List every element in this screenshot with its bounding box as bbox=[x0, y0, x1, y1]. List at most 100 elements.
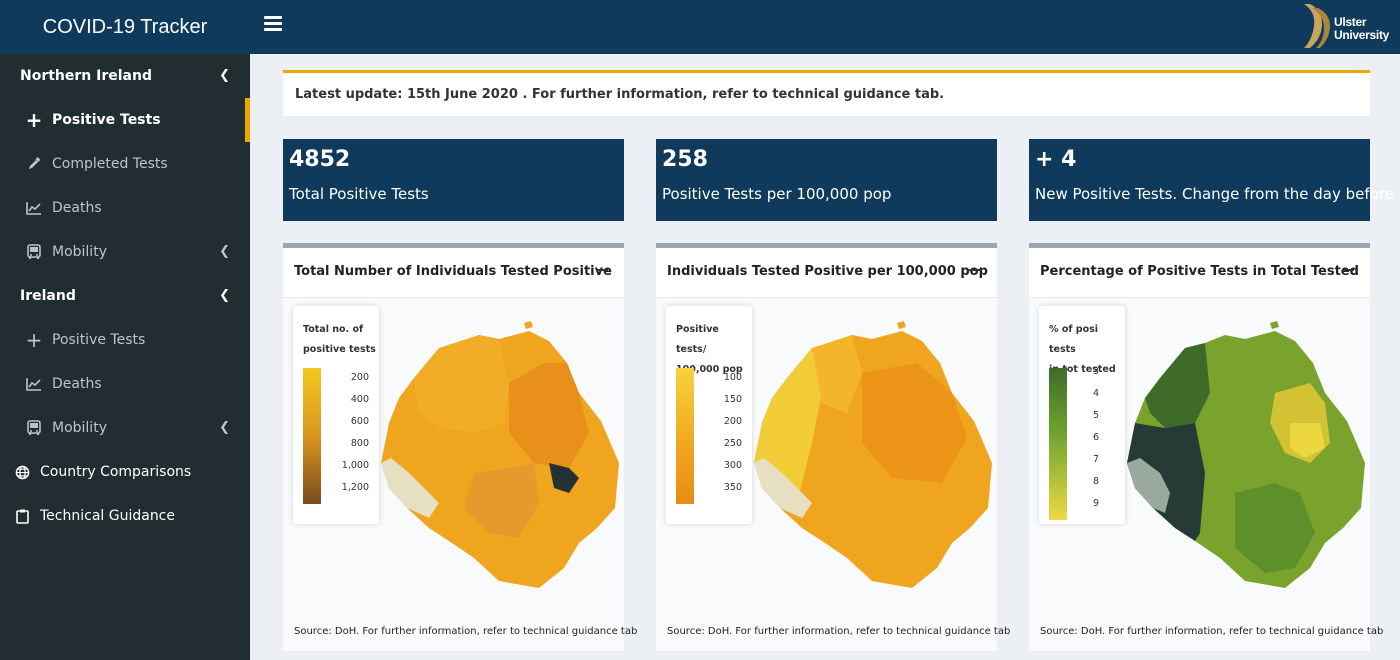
sidebar-item-ie-mobility[interactable]: Mobility ❮ bbox=[0, 406, 250, 450]
ulster-university-logo: Ulster University bbox=[1300, 2, 1390, 50]
legend-tick: 100 bbox=[723, 372, 742, 383]
source-note: Source: DoH. For further information, re… bbox=[1040, 626, 1384, 637]
chevron-left-icon: ❮ bbox=[219, 420, 230, 435]
legend-tick: 300 bbox=[723, 460, 742, 471]
university-emblem-icon bbox=[1304, 4, 1330, 48]
sidebar-group-northern-ireland[interactable]: Northern Ireland ❮ bbox=[0, 54, 250, 98]
hamburger-menu-icon[interactable] bbox=[264, 16, 282, 36]
line-chart-icon bbox=[24, 376, 44, 392]
northern-ireland-choropleth-map bbox=[754, 321, 992, 588]
legend-tick: 200 bbox=[723, 416, 742, 427]
legend-tick: 7 bbox=[1092, 454, 1099, 465]
stat-box-per-100k: 258 Positive Tests per 100,000 pop bbox=[656, 139, 997, 221]
map-legend: Positive tests/ 100,000 pop 100 150 200 … bbox=[666, 306, 752, 524]
chevron-left-icon: ❮ bbox=[219, 244, 230, 259]
legend-title-line1: Total no. of bbox=[303, 324, 364, 335]
sidebar-item-label: Completed Tests bbox=[52, 156, 168, 172]
stat-box-total-positive: 4852 Total Positive Tests bbox=[283, 139, 624, 221]
sidebar-item-ie-deaths[interactable]: Deaths bbox=[0, 362, 250, 406]
sidebar-item-label: Deaths bbox=[52, 376, 102, 392]
legend-tick: 150 bbox=[723, 394, 742, 405]
map-panel-per-100k: Individuals Tested Positive per 100,000 … bbox=[656, 243, 1010, 651]
legend-title-line1: Positive tests/ bbox=[676, 324, 719, 355]
sidebar-item-ni-deaths[interactable]: Deaths bbox=[0, 186, 250, 230]
update-banner: Latest update: 15th June 2020 . For furt… bbox=[283, 70, 1370, 116]
legend-tick: 5 bbox=[1092, 410, 1099, 421]
chevron-left-icon: ❮ bbox=[219, 288, 230, 303]
legend-tick: 1,200 bbox=[341, 482, 369, 493]
panel-title: Total Number of Individuals Tested Posit… bbox=[294, 264, 612, 279]
stat-value: 258 bbox=[662, 147, 708, 172]
sidebar-item-technical-guidance[interactable]: Technical Guidance bbox=[0, 494, 250, 538]
stat-label: Positive Tests per 100,000 pop bbox=[662, 185, 892, 203]
legend-tick: 600 bbox=[350, 416, 369, 427]
chevron-left-icon: ❮ bbox=[219, 68, 230, 83]
legend-tick: 8 bbox=[1092, 476, 1099, 487]
legend-tick: 350 bbox=[723, 482, 742, 493]
sidebar-item-label: Mobility bbox=[52, 244, 107, 260]
legend-tick: 400 bbox=[350, 394, 369, 405]
sidebar-group-ireland[interactable]: Ireland ❮ bbox=[0, 274, 250, 318]
sidebar-item-ni-positive-tests[interactable]: + Positive Tests bbox=[0, 98, 250, 142]
legend-tick: 800 bbox=[350, 438, 369, 449]
map-panel-total-positive: Total Number of Individuals Tested Posit… bbox=[283, 243, 637, 651]
legend-title: % of posi tests in tot tested bbox=[1049, 320, 1125, 380]
collapse-minus-icon[interactable] bbox=[1342, 261, 1354, 277]
stat-box-new-positive: + 4 New Positive Tests. Change from the … bbox=[1029, 139, 1394, 221]
bus-icon bbox=[24, 420, 44, 436]
sidebar-item-label: Country Comparisons bbox=[40, 464, 192, 480]
legend-color-bar bbox=[676, 368, 694, 504]
legend-title-line2: 100,000 pop bbox=[676, 364, 743, 375]
logo-text-line2: University bbox=[1334, 28, 1390, 42]
top-navbar: Ulster University bbox=[250, 0, 1400, 54]
legend-title-line2: positive tests bbox=[303, 344, 376, 355]
line-chart-icon bbox=[24, 200, 44, 216]
legend-tick: 250 bbox=[723, 438, 742, 449]
northern-ireland-choropleth-map bbox=[1127, 321, 1365, 588]
panel-title: Percentage of Positive Tests in Total Te… bbox=[1040, 264, 1359, 279]
legend-tick: 6 bbox=[1092, 432, 1099, 443]
plus-icon: + bbox=[25, 328, 43, 352]
sidebar-item-ni-mobility[interactable]: Mobility ❮ bbox=[0, 230, 250, 274]
clipboard-icon bbox=[12, 508, 32, 524]
plus-icon: + bbox=[25, 108, 43, 132]
collapse-minus-icon[interactable] bbox=[596, 261, 608, 277]
sidebar: Northern Ireland ❮ + Positive Tests Comp… bbox=[0, 54, 250, 660]
active-indicator bbox=[245, 98, 250, 142]
legend-title: Total no. of positive tests bbox=[303, 320, 379, 360]
map-legend: Total no. of positive tests 200 400 600 … bbox=[293, 306, 379, 524]
globe-icon bbox=[12, 464, 32, 480]
logo-text-line1: Ulster bbox=[1334, 15, 1367, 29]
sidebar-item-label: Positive Tests bbox=[52, 112, 161, 128]
sidebar-item-label: Ireland bbox=[20, 288, 76, 304]
sidebar-item-country-comparisons[interactable]: Country Comparisons bbox=[0, 450, 250, 494]
sidebar-item-ni-completed-tests[interactable]: Completed Tests bbox=[0, 142, 250, 186]
stat-value: + 4 bbox=[1035, 147, 1077, 172]
source-note: Source: DoH. For further information, re… bbox=[667, 626, 1011, 637]
collapse-minus-icon[interactable] bbox=[969, 261, 981, 277]
sidebar-item-label: Technical Guidance bbox=[40, 508, 175, 524]
legend-color-bar bbox=[1049, 368, 1067, 520]
northern-ireland-choropleth-map bbox=[381, 321, 619, 588]
legend-tick: 1,000 bbox=[341, 460, 369, 471]
legend-title-line1: % of posi tests bbox=[1049, 324, 1099, 355]
legend-title-line2: in tot tested bbox=[1049, 364, 1116, 375]
sidebar-item-label: Positive Tests bbox=[52, 332, 146, 348]
panel-header: Individuals Tested Positive per 100,000 … bbox=[656, 248, 997, 298]
sidebar-item-label: Northern Ireland bbox=[20, 68, 152, 84]
legend-tick: 9 bbox=[1092, 498, 1099, 509]
sidebar-item-ie-positive-tests[interactable]: + Positive Tests bbox=[0, 318, 250, 362]
app-title[interactable]: COVID-19 Tracker bbox=[0, 0, 250, 54]
map-panel-percentage-positive: Percentage of Positive Tests in Total Te… bbox=[1029, 243, 1383, 651]
stat-value: 4852 bbox=[289, 147, 351, 172]
legend-tick: 200 bbox=[350, 372, 369, 383]
bus-icon bbox=[24, 244, 44, 260]
sidebar-item-label: Mobility bbox=[52, 420, 107, 436]
legend-title: Positive tests/ 100,000 pop bbox=[676, 320, 752, 380]
legend-color-bar bbox=[303, 368, 321, 504]
panel-header: Total Number of Individuals Tested Posit… bbox=[283, 248, 624, 298]
legend-tick: 3 bbox=[1092, 366, 1099, 377]
legend-tick: 4 bbox=[1092, 388, 1099, 399]
source-note: Source: DoH. For further information, re… bbox=[294, 626, 638, 637]
map-legend: % of posi tests in tot tested 3 4 5 6 7 … bbox=[1039, 306, 1125, 524]
